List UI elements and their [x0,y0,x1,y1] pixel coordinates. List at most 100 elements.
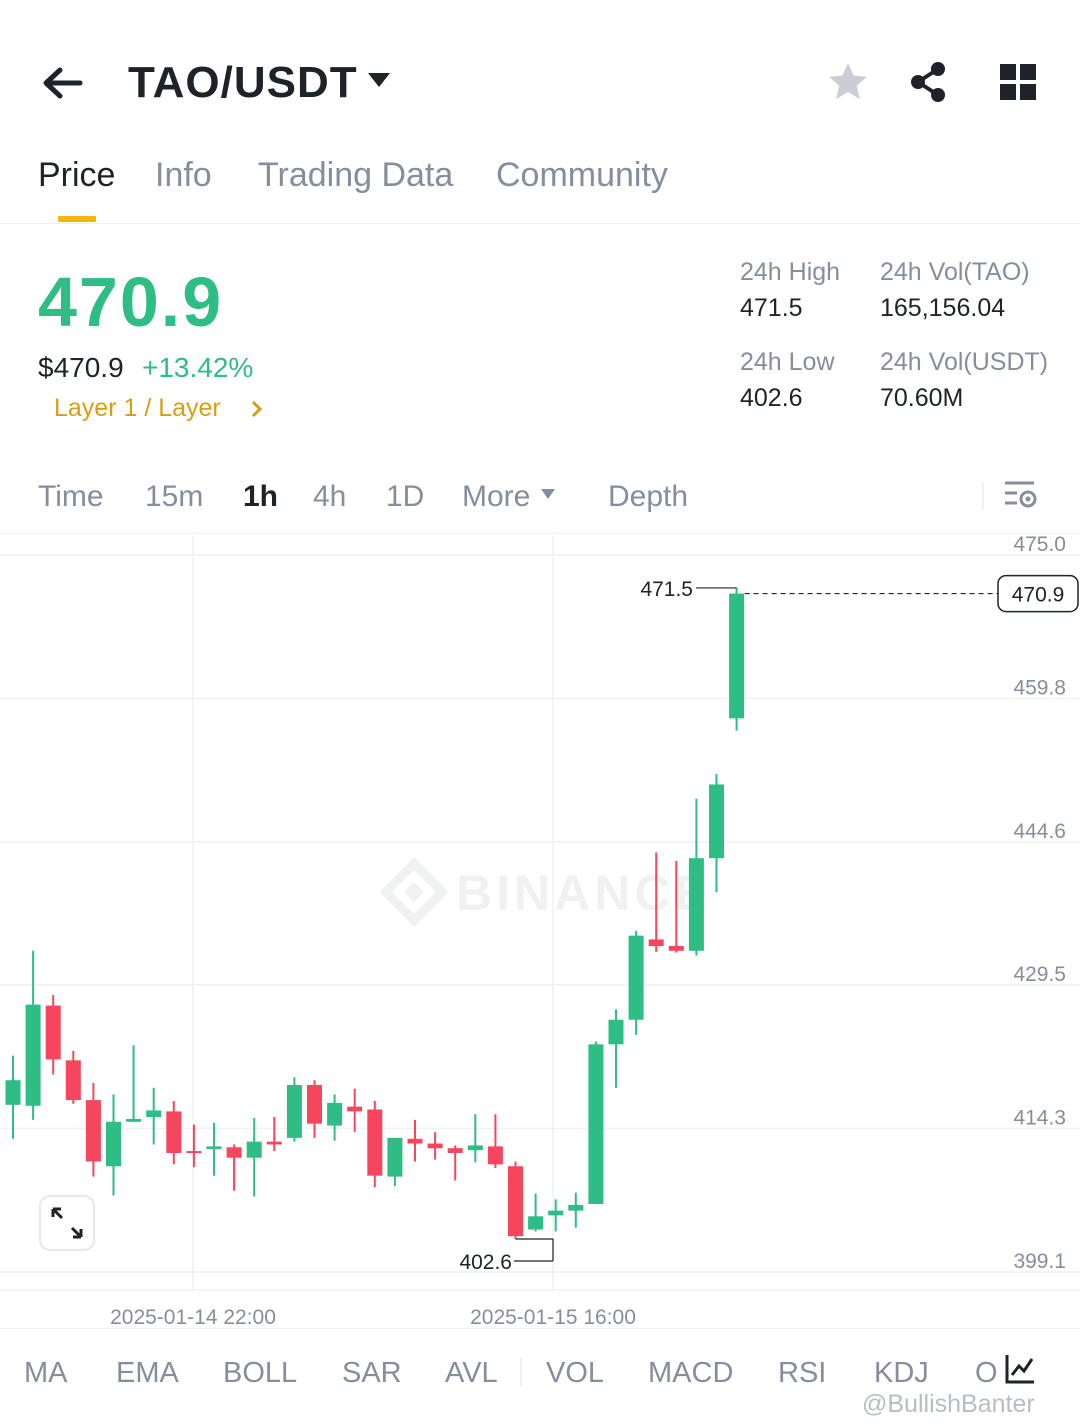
candle-body [407,1138,423,1144]
tab-trading-data[interactable]: Trading Data [258,156,454,194]
usd-price: $470.9 [38,352,124,383]
expand-button[interactable] [39,1195,95,1251]
vol-base-label: 24h Vol(TAO) [880,258,1030,286]
candle-body [186,1151,202,1154]
candle-body [106,1121,121,1167]
vol-base-value: 165,156.04 [880,294,1006,322]
candle-body [508,1166,523,1237]
binance-watermark: BINANCE [379,857,712,927]
tab-community[interactable]: Community [496,156,668,194]
candle-body [487,1146,503,1165]
back-arrow-icon[interactable] [40,62,86,104]
indicator-macd[interactable]: MACD [648,1357,734,1389]
y-tick-label: 444.6 [1013,820,1066,843]
low-marker-label: 402.6 [459,1251,512,1274]
low-label: 24h Low [740,348,835,376]
candle-body [146,1110,162,1118]
candle-body [307,1084,322,1124]
high-value: 471.5 [740,294,803,322]
candle-body [25,1004,41,1106]
candle-body [286,1084,302,1138]
more-caret-icon[interactable] [540,488,556,500]
indicator-more[interactable]: O [975,1357,998,1389]
candle-body [327,1102,343,1126]
candle-body [688,858,704,951]
interval-divider [982,482,984,510]
candle-body [447,1148,463,1153]
last-price: 470.9 [38,263,224,341]
chart-grid: 475.0 459.8 444.6 429.5 414.3 399.1 2025-01-14… [0,535,1080,1325]
expand-icon [51,1207,83,1239]
x-tick-label: 2025-01-14 22:00 [110,1306,276,1325]
indicator-bar: MA EMA BOLL SAR AVL VOL MACD RSI KDJ O [0,1328,1080,1416]
candle-body [608,1019,624,1045]
candle-body [5,1080,21,1105]
section-tabs: Price Info Trading Data Community [0,150,1080,224]
candles [5,587,745,1239]
candle-body [548,1210,564,1216]
candle-body [206,1146,222,1150]
price-markers: 470.9 471.5 402.6 [459,574,1079,1274]
category-tag[interactable]: Layer 1 / Layer [54,394,221,422]
indicator-vol[interactable]: VOL [546,1357,605,1389]
candle-body [246,1141,262,1158]
indicator-boll[interactable]: BOLL [223,1357,298,1389]
candle-body [648,939,664,947]
low-value: 402.6 [740,384,803,412]
candle-body [628,935,644,1020]
candle-body [668,946,684,951]
candle-body [367,1109,383,1176]
high-marker-label: 471.5 [640,578,693,601]
indicator-rsi[interactable]: RSI [778,1357,827,1389]
watermark-handle: @BullishBanter [862,1390,1035,1418]
indicator-sar[interactable]: SAR [342,1357,402,1389]
interval-15m[interactable]: 15m [145,480,204,513]
depth-tab[interactable]: Depth [608,480,689,513]
tab-info[interactable]: Info [155,156,212,194]
candle-body [166,1111,182,1153]
candle-body [85,1100,101,1162]
y-tick-label: 429.5 [1013,963,1066,986]
current-price-tag [997,574,1079,613]
chevron-right-icon[interactable] [250,400,264,418]
grid-icon[interactable] [1000,64,1036,100]
high-label: 24h High [740,258,841,286]
indicator-ma[interactable]: MA [24,1357,68,1389]
candle-body [427,1143,443,1149]
candle-body [467,1145,483,1151]
indicator-kdj[interactable]: KDJ [874,1357,929,1389]
indicator-avl[interactable]: AVL [445,1357,498,1389]
y-tick-label: 399.1 [1013,1250,1066,1273]
star-icon[interactable] [826,60,870,104]
candle-body [65,1060,81,1101]
caret-down-icon[interactable] [366,70,392,90]
interval-1d[interactable]: 1D [386,480,425,513]
current-price-label: 470.9 [1012,584,1065,607]
candle-body [266,1141,282,1145]
candle-body [528,1216,544,1230]
pair-title[interactable]: TAO/USDT [128,58,358,107]
candle-body [387,1137,403,1177]
candle-body [126,1118,142,1122]
candle-body [709,784,724,859]
indicator-settings-icon[interactable] [1004,1353,1036,1385]
vol-quote-value: 70.60M [880,384,964,412]
tab-price[interactable]: Price [38,156,116,194]
vol-quote-label: 24h Vol(USDT) [880,348,1049,376]
active-tab-indicator [58,216,96,222]
x-tick-label: 2025-01-15 16:00 [470,1306,636,1325]
y-tick-label: 459.8 [1013,676,1066,699]
interval-1h[interactable]: 1h [243,480,279,513]
watermark-text: BINANCE [456,865,712,921]
candle-body [588,1044,604,1205]
candlestick-chart[interactable]: 475.0 459.8 444.6 429.5 414.3 399.1 2025-01-14… [0,535,1080,1325]
interval-4h[interactable]: 4h [313,480,347,513]
interval-more[interactable]: More [462,480,531,513]
chart-settings-icon[interactable] [1002,478,1040,514]
indicator-ema[interactable]: EMA [116,1357,179,1389]
y-tick-label: 475.0 [1013,535,1066,556]
interval-time[interactable]: Time [38,480,104,513]
candle-body [347,1106,363,1112]
top-bar: TAO/USDT [0,0,1080,140]
share-icon[interactable] [906,60,950,104]
